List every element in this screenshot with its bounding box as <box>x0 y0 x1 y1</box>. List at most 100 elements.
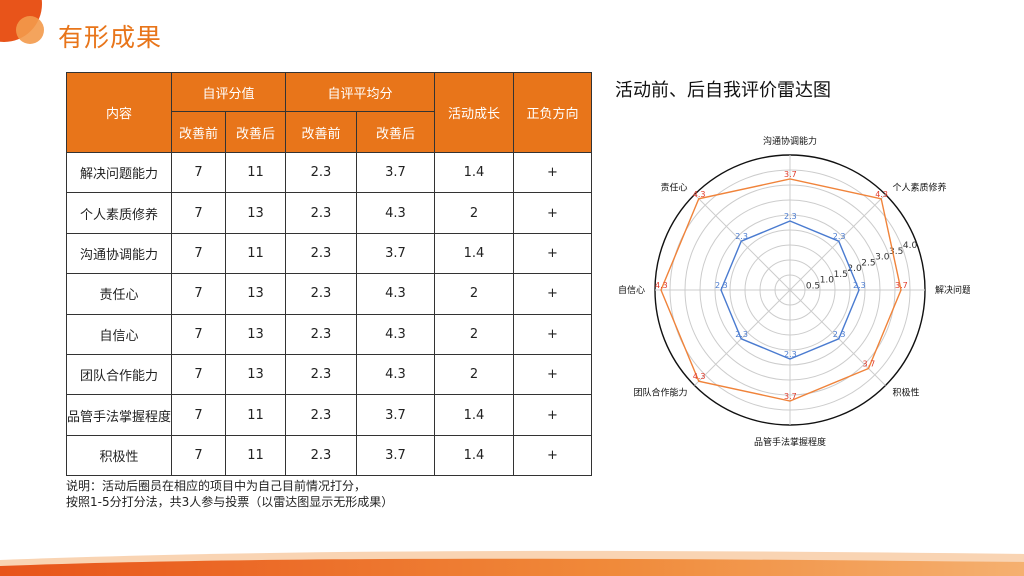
cell-direction: + <box>513 434 592 477</box>
cell-direction: + <box>513 151 592 194</box>
table-row: 自信心 7 13 2.3 4.3 2 + <box>66 313 592 355</box>
cell-growth: 1.4 <box>434 151 514 194</box>
cell-avg-after: 3.7 <box>356 434 435 477</box>
radar-category-label: 责任心 <box>660 181 687 193</box>
corner-decoration <box>0 0 44 44</box>
radar-tick-label: 1.5 <box>834 270 848 280</box>
radar-data-label: 2.3 <box>735 232 748 241</box>
cell-avg-after: 3.7 <box>356 232 435 275</box>
table-row: 品管手法掌握程度 7 11 2.3 3.7 1.4 + <box>66 394 592 436</box>
cell-score-before: 7 <box>171 232 226 275</box>
radar-series-line <box>660 178 902 402</box>
radar-data-label: 4.3 <box>693 372 706 381</box>
radar-data-label: 3.7 <box>784 170 797 179</box>
header-avg-before: 改善前 <box>285 111 357 153</box>
cell-growth: 2 <box>434 192 514 234</box>
cell-score-after: 13 <box>225 192 286 234</box>
note-line-2: 按照1-5分打分法，共3人参与投票（以雷达图显示无形成果） <box>66 495 394 509</box>
chart-title: 活动前、后自我评价雷达图 <box>615 80 831 101</box>
radar-category-label: 品管手法掌握程度 <box>754 436 826 448</box>
cell-score-after: 13 <box>225 353 286 396</box>
cell-score-before: 7 <box>171 434 226 477</box>
table-row: 沟通协调能力 7 11 2.3 3.7 1.4 + <box>66 232 592 275</box>
cell-growth: 1.4 <box>434 232 514 275</box>
cell-growth: 1.4 <box>434 434 514 477</box>
radar-data-label: 3.7 <box>784 392 797 401</box>
cell-score-before: 7 <box>171 151 226 194</box>
radar-category-label: 沟通协调能力 <box>763 135 817 147</box>
radar-chart: 0.51.01.52.02.53.03.54.0 2.3 2.3 2.3 2.3 2.3 2… <box>618 135 970 448</box>
cell-avg-before: 2.3 <box>285 434 357 477</box>
cell-avg-before: 2.3 <box>285 353 357 396</box>
table-row: 团队合作能力 7 13 2.3 4.3 2 + <box>66 353 592 396</box>
cell-direction: + <box>513 394 592 436</box>
radar-data-label: 4.3 <box>693 190 706 199</box>
cell-score-after: 11 <box>225 232 286 275</box>
cell-score-before: 7 <box>171 192 226 234</box>
cell-score-before: 7 <box>171 273 226 315</box>
cell-item: 积极性 <box>66 434 172 477</box>
table-row: 积极性 7 11 2.3 3.7 1.4 + <box>66 434 592 477</box>
radar-category-label: 自信心 <box>618 284 645 296</box>
header-score-after: 改善后 <box>225 111 286 153</box>
cell-direction: + <box>513 192 592 234</box>
table-row: 解决问题能力 7 11 2.3 3.7 1.4 + <box>66 151 592 194</box>
page-title: 有形成果 <box>58 23 163 52</box>
radar-spoke <box>789 194 886 291</box>
cell-avg-before: 2.3 <box>285 232 357 275</box>
radar-data-label: 2.3 <box>715 281 728 290</box>
cell-avg-before: 2.3 <box>285 313 357 355</box>
radar-category-label: 解决问题能力 <box>935 284 970 296</box>
radar-data-label: 2.3 <box>833 232 846 241</box>
radar-data-label: 4.3 <box>875 190 888 199</box>
radar-data-label: 2.3 <box>784 350 797 359</box>
cell-score-before: 7 <box>171 353 226 396</box>
table-row: 个人素质修养 7 13 2.3 4.3 2 + <box>66 192 592 234</box>
cell-growth: 2 <box>434 313 514 355</box>
table-row: 责任心 7 13 2.3 4.3 2 + <box>66 273 592 315</box>
cell-score-after: 11 <box>225 394 286 436</box>
radar-tick-label: 3.5 <box>889 247 903 257</box>
radar-data-label: 2.3 <box>735 330 748 339</box>
cell-avg-after: 4.3 <box>356 353 435 396</box>
radar-category-label: 积极性 <box>893 387 920 399</box>
cell-score-before: 7 <box>171 313 226 355</box>
header-self-score: 自评分值 <box>171 72 286 112</box>
radar-data-label: 2.3 <box>784 212 797 221</box>
cell-avg-after: 4.3 <box>356 192 435 234</box>
cell-item: 个人素质修养 <box>66 192 172 234</box>
cell-score-after: 11 <box>225 434 286 477</box>
radar-data-label: 2.3 <box>853 281 866 290</box>
radar-data-label: 3.7 <box>895 281 908 290</box>
cell-growth: 2 <box>434 353 514 396</box>
radar-tick-label: 3.0 <box>875 253 890 263</box>
radar-tick-label: 2.0 <box>847 264 862 274</box>
cell-item: 责任心 <box>66 273 172 315</box>
radar-category-label: 个人素质修养 <box>893 181 947 193</box>
cell-growth: 1.4 <box>434 394 514 436</box>
cell-direction: + <box>513 313 592 355</box>
cell-item: 品管手法掌握程度 <box>66 394 172 436</box>
cell-item: 自信心 <box>66 313 172 355</box>
note-line-1: 说明：活动后圈员在相应的项目中为自己目前情况打分， <box>66 479 367 493</box>
cell-avg-before: 2.3 <box>285 273 357 315</box>
radar-tick-label: 1.0 <box>820 276 835 286</box>
cell-direction: + <box>513 273 592 315</box>
cell-score-before: 7 <box>171 394 226 436</box>
radar-series-line <box>720 220 860 360</box>
cell-score-after: 13 <box>225 313 286 355</box>
radar-data-label: 3.7 <box>862 359 875 368</box>
header-direction: 正负方向 <box>513 72 592 153</box>
cell-item: 解决问题能力 <box>66 151 172 194</box>
cell-item: 沟通协调能力 <box>66 232 172 275</box>
header-avg-after: 改善后 <box>356 111 435 153</box>
bottom-decoration-band <box>0 550 1024 576</box>
header-score-before: 改善前 <box>171 111 226 153</box>
cell-avg-before: 2.3 <box>285 394 357 436</box>
radar-spoke <box>694 194 791 291</box>
cell-item: 团队合作能力 <box>66 353 172 396</box>
cell-avg-before: 2.3 <box>285 151 357 194</box>
radar-category-label: 团队合作能力 <box>633 387 687 399</box>
radar-tick-label: 4.0 <box>903 241 918 251</box>
cell-growth: 2 <box>434 273 514 315</box>
